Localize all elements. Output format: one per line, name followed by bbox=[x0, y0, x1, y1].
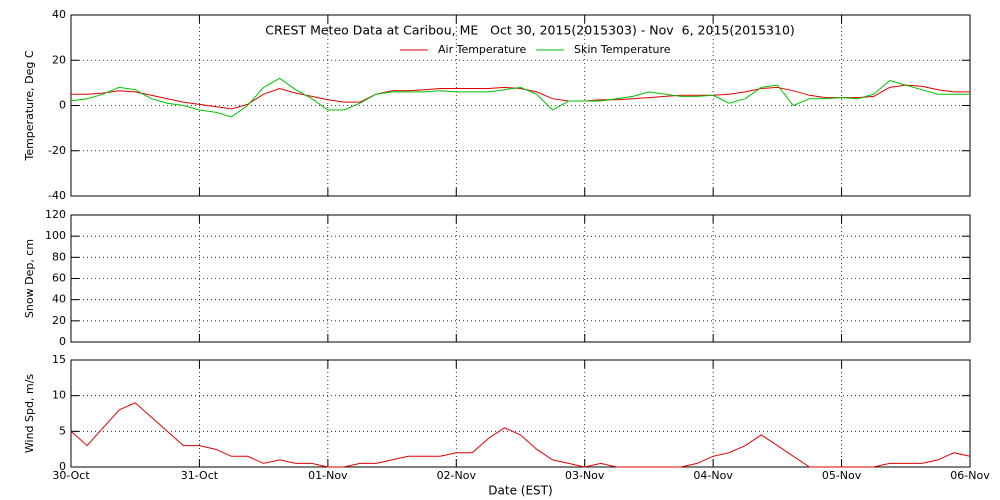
x-tick-label: 30-Oct bbox=[52, 469, 90, 482]
y-tick-label: -20 bbox=[48, 144, 66, 157]
x-tick-label: 06-Nov bbox=[950, 469, 990, 482]
y-tick-label: 40 bbox=[52, 8, 66, 21]
plot-frame bbox=[70, 359, 971, 468]
chart-title: CREST Meteo Data at Caribou, ME Oct 30, … bbox=[265, 23, 795, 38]
x-tick-label: 02-Nov bbox=[437, 469, 477, 482]
y-tick-label: 5 bbox=[59, 424, 66, 437]
plot-frame bbox=[70, 14, 971, 197]
y-tick-label: -40 bbox=[48, 189, 66, 202]
y-tick-label: 80 bbox=[52, 250, 66, 263]
x-tick-label: 31-Oct bbox=[181, 469, 219, 482]
x-tick-label: 03-Nov bbox=[565, 469, 605, 482]
y-tick-label: 15 bbox=[52, 353, 66, 366]
y-axis-label: Wind Spd, m/s bbox=[23, 374, 36, 454]
y-tick-label: 100 bbox=[45, 229, 66, 242]
y-axis-label: Temperature, Deg C bbox=[23, 50, 36, 161]
y-tick-label: 40 bbox=[52, 293, 66, 306]
plot-frame bbox=[70, 214, 971, 343]
y-tick-label: 10 bbox=[52, 389, 66, 402]
y-tick-label: 0 bbox=[59, 99, 66, 112]
y-tick-label: 0 bbox=[59, 460, 66, 473]
series-line bbox=[70, 77, 970, 118]
x-axis-label: Date (EST) bbox=[488, 484, 552, 498]
y-tick-label: 20 bbox=[52, 53, 66, 66]
y-tick-label: 60 bbox=[52, 272, 66, 285]
legend-label: Air Temperature bbox=[438, 43, 527, 56]
y-tick-label: 120 bbox=[45, 208, 66, 221]
x-tick-label: 04-Nov bbox=[693, 469, 733, 482]
y-axis-label: Snow Dep, cm bbox=[23, 239, 36, 318]
x-tick-label: 05-Nov bbox=[822, 469, 862, 482]
y-tick-label: 20 bbox=[52, 314, 66, 327]
y-tick-label: 0 bbox=[59, 335, 66, 348]
series-line bbox=[70, 402, 971, 468]
legend-label: Skin Temperature bbox=[574, 43, 671, 56]
series-line bbox=[71, 84, 970, 110]
x-tick-label: 01-Nov bbox=[308, 469, 348, 482]
